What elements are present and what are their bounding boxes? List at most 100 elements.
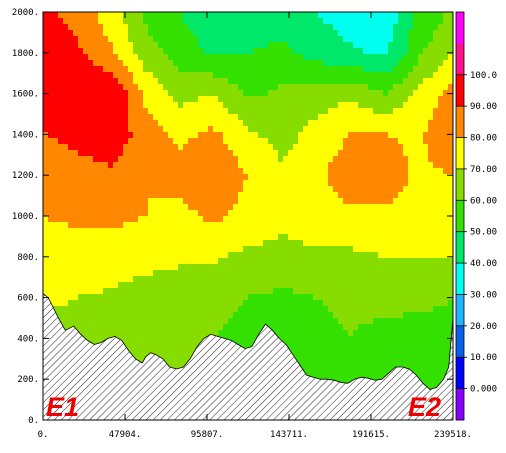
- heatmap-cell: [58, 300, 64, 307]
- heatmap-cell: [138, 78, 144, 85]
- heatmap-cell: [163, 210, 169, 217]
- heatmap-cell: [278, 18, 284, 25]
- heatmap-cell: [368, 246, 374, 253]
- heatmap-cell: [213, 30, 219, 37]
- heatmap-cell: [188, 42, 194, 49]
- heatmap-cell: [223, 294, 229, 301]
- heatmap-cell: [73, 276, 79, 283]
- heatmap-cell: [388, 354, 394, 361]
- heatmap-cell: [303, 204, 309, 211]
- heatmap-cell: [393, 30, 399, 37]
- heatmap-cell: [178, 306, 184, 313]
- heatmap-cell: [388, 300, 394, 307]
- heatmap-cell: [118, 48, 124, 55]
- heatmap-cell: [383, 162, 389, 169]
- heatmap-cell: [93, 180, 99, 187]
- heatmap-cell: [263, 252, 269, 259]
- heatmap-cell: [338, 294, 344, 301]
- heatmap-cell: [178, 228, 184, 235]
- heatmap-cell: [163, 330, 169, 337]
- heatmap-cell: [43, 204, 49, 211]
- heatmap-cell: [83, 222, 89, 229]
- heatmap-cell: [168, 48, 174, 55]
- heatmap-cell: [63, 258, 69, 265]
- heatmap-cell: [278, 306, 284, 313]
- heatmap-cell: [148, 180, 154, 187]
- heatmap-cell: [363, 42, 369, 49]
- heatmap-cell: [68, 198, 74, 205]
- heatmap-cell: [73, 228, 79, 235]
- heatmap-cell: [173, 264, 179, 271]
- heatmap-cell: [48, 204, 54, 211]
- heatmap-cell: [348, 138, 354, 145]
- heatmap-cell: [393, 66, 399, 73]
- heatmap-cell: [138, 324, 144, 331]
- heatmap-cell: [318, 48, 324, 55]
- heatmap-cell: [93, 270, 99, 277]
- heatmap-cell: [138, 12, 144, 19]
- heatmap-cell: [263, 132, 269, 139]
- heatmap-cell: [343, 276, 349, 283]
- heatmap-cell: [318, 12, 324, 19]
- heatmap-cell: [328, 192, 334, 199]
- heatmap-cell: [213, 282, 219, 289]
- heatmap-cell: [248, 174, 254, 181]
- heatmap-cell: [223, 102, 229, 109]
- heatmap-cell: [318, 90, 324, 97]
- heatmap-cell: [343, 210, 349, 217]
- heatmap-cell: [398, 24, 404, 31]
- heatmap-cell: [303, 366, 309, 373]
- heatmap-cell: [383, 66, 389, 73]
- heatmap-cell: [118, 192, 124, 199]
- heatmap-cell: [288, 336, 294, 343]
- heatmap-cell: [338, 198, 344, 205]
- heatmap-cell: [363, 360, 369, 367]
- heatmap-cell: [168, 78, 174, 85]
- heatmap-cell: [238, 24, 244, 31]
- heatmap-cell: [203, 312, 209, 319]
- heatmap-cell: [333, 30, 339, 37]
- heatmap-cell: [118, 270, 124, 277]
- heatmap-cell: [383, 330, 389, 337]
- heatmap-cell: [373, 210, 379, 217]
- heatmap-cell: [388, 60, 394, 67]
- heatmap-cell: [188, 66, 194, 73]
- heatmap-cell: [263, 66, 269, 73]
- heatmap-cell: [303, 264, 309, 271]
- heatmap-cell: [338, 180, 344, 187]
- heatmap-cell: [293, 210, 299, 217]
- heatmap-cell: [283, 168, 289, 175]
- heatmap-cell: [328, 216, 334, 223]
- heatmap-cell: [363, 48, 369, 55]
- heatmap-cell: [248, 138, 254, 145]
- heatmap-cell: [363, 138, 369, 145]
- heatmap-cell: [138, 96, 144, 103]
- heatmap-cell: [268, 288, 274, 295]
- heatmap-cell: [223, 12, 229, 19]
- heatmap-cell: [128, 174, 134, 181]
- heatmap-cell: [163, 168, 169, 175]
- heatmap-cell: [393, 42, 399, 49]
- heatmap-cell: [48, 294, 54, 301]
- heatmap-cell: [383, 282, 389, 289]
- heatmap-cell: [333, 282, 339, 289]
- heatmap-cell: [253, 120, 259, 127]
- heatmap-cell: [328, 306, 334, 313]
- heatmap-cell: [48, 126, 54, 133]
- heatmap-cell: [193, 318, 199, 325]
- heatmap-cell: [223, 234, 229, 241]
- heatmap-cell: [408, 108, 414, 115]
- heatmap-cell: [298, 342, 304, 349]
- heatmap-cell: [143, 264, 149, 271]
- heatmap-cell: [373, 66, 379, 73]
- heatmap-cell: [128, 78, 134, 85]
- heatmap-cell: [253, 150, 259, 157]
- heatmap-cell: [403, 156, 409, 163]
- heatmap-cell: [253, 330, 259, 337]
- heatmap-cell: [258, 282, 264, 289]
- heatmap-cell: [358, 72, 364, 79]
- heatmap-cell: [303, 60, 309, 67]
- heatmap-cell: [318, 312, 324, 319]
- heatmap-cell: [233, 246, 239, 253]
- heatmap-cell: [58, 12, 64, 19]
